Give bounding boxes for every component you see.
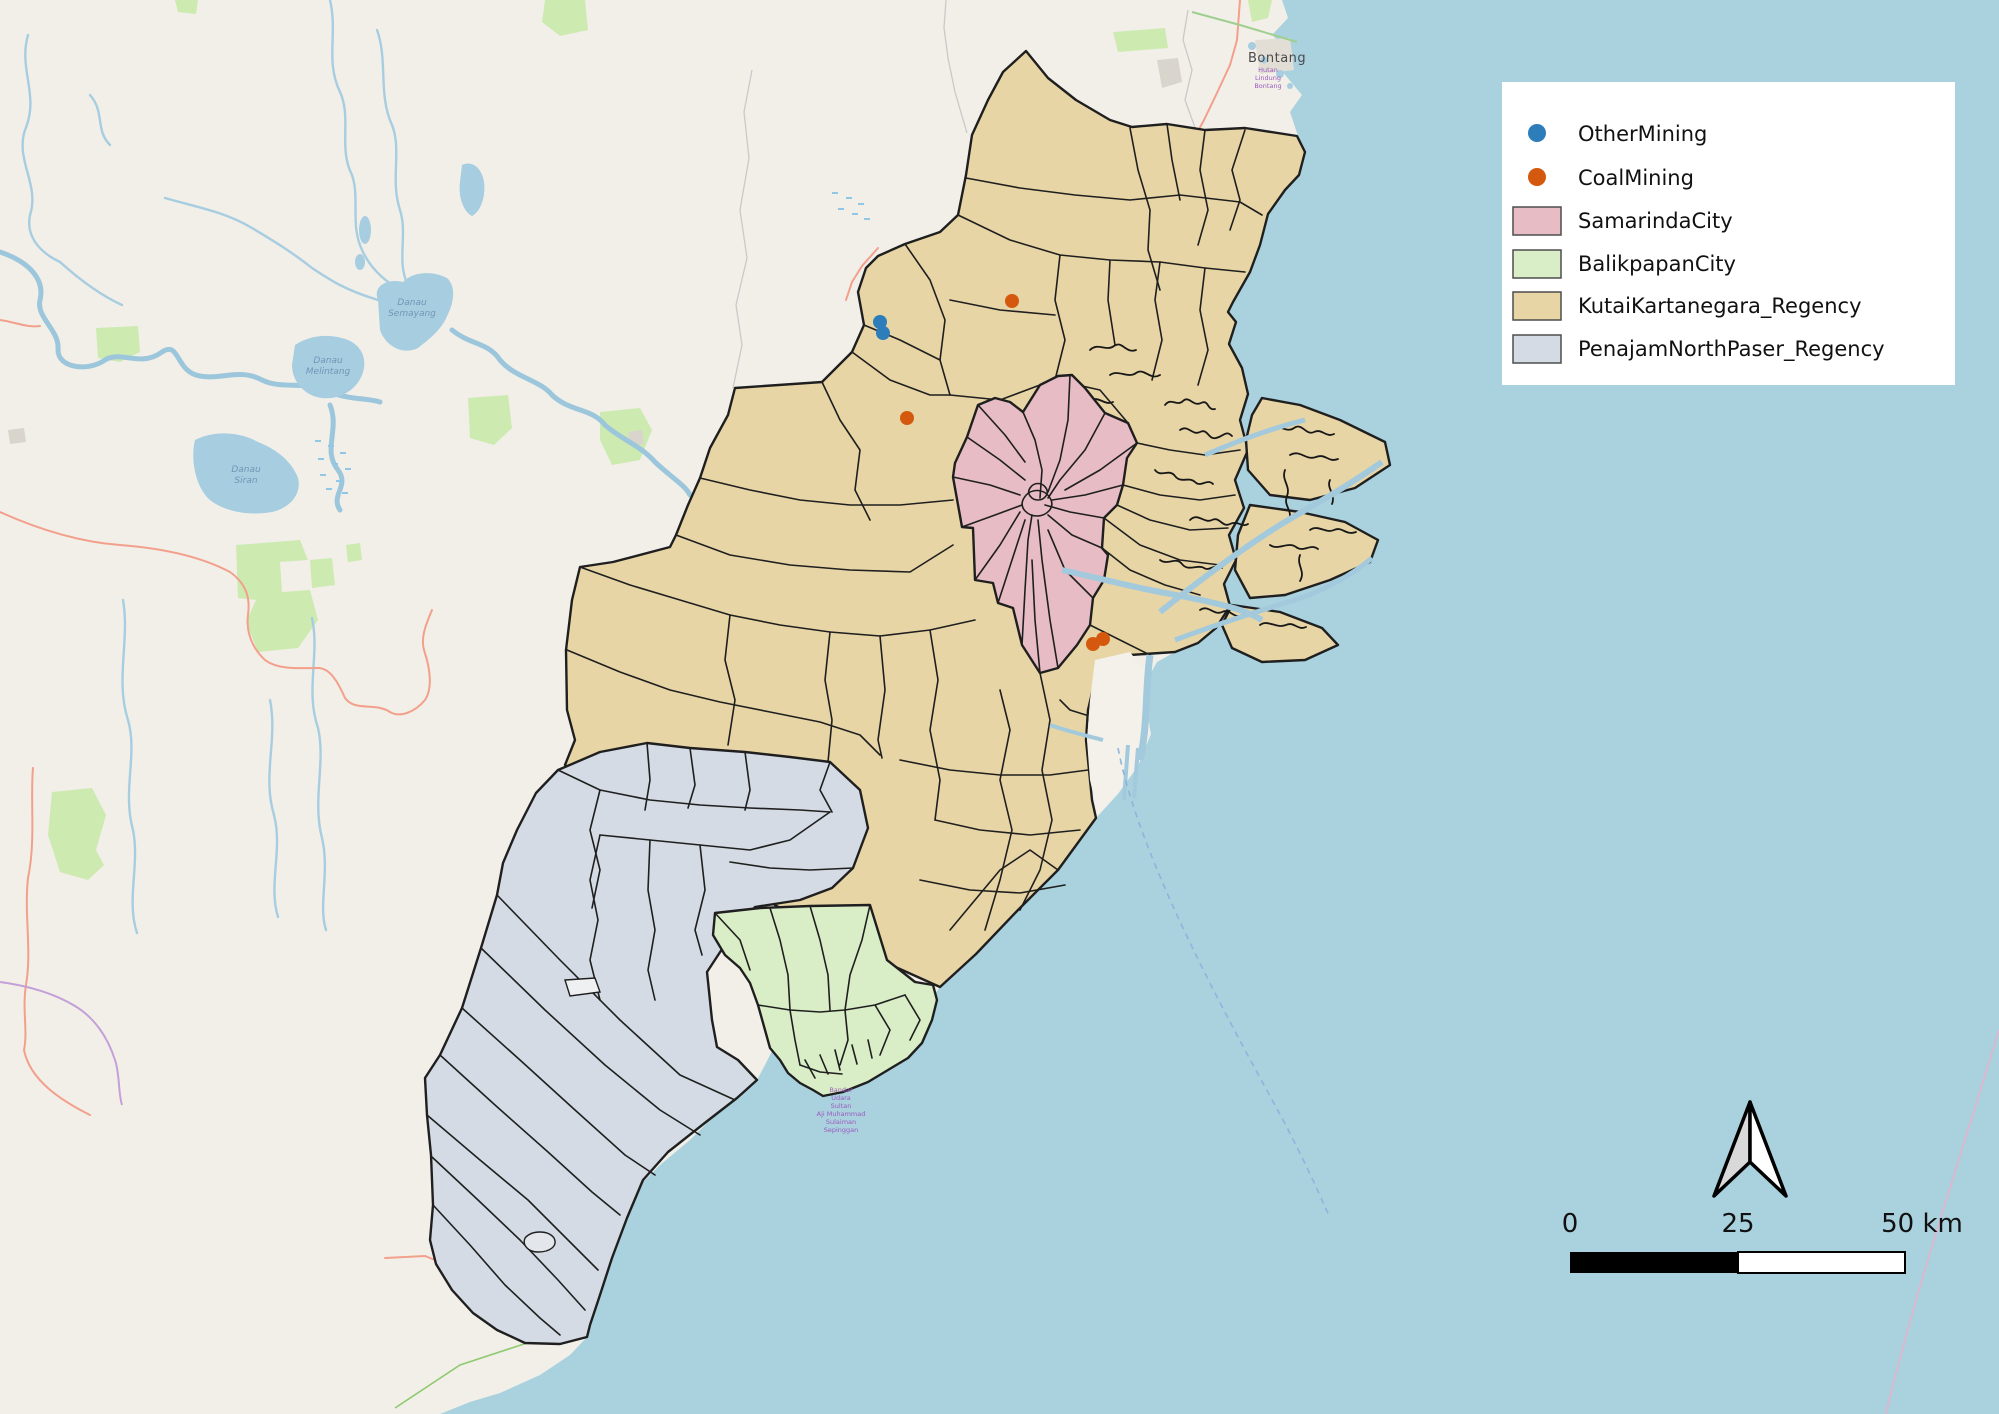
svg-text:Sepinggan: Sepinggan xyxy=(824,1126,859,1134)
rivers-over-regions xyxy=(1049,417,1384,801)
coal-mining-point xyxy=(1096,632,1110,646)
coal-mining-point xyxy=(900,411,914,425)
river-mouth-land xyxy=(1087,652,1148,815)
other-mining-point xyxy=(876,326,890,340)
lake-siran xyxy=(193,433,299,514)
north-arrow-icon xyxy=(1712,1100,1788,1198)
other-mining-legend-icon xyxy=(1528,124,1546,142)
legend-item-label: PenajamNorthPaser_Regency xyxy=(1578,337,1885,362)
coal-mining-points xyxy=(900,294,1110,651)
kutai-swatch xyxy=(1512,291,1562,321)
balikpapan-swatch xyxy=(1512,249,1562,279)
legend-item-label: BalikpapanCity xyxy=(1578,252,1736,276)
marsh-pattern xyxy=(315,192,870,494)
samarinda-swatch xyxy=(1512,206,1562,236)
other-mining-point xyxy=(873,315,887,329)
bontang-sub-1: Hutan xyxy=(1258,66,1278,74)
kutai-subdistrict-lines xyxy=(566,123,1263,931)
legend-box xyxy=(1502,82,1955,385)
maritime-boundary xyxy=(1885,1029,1999,1414)
scale-tick-50km: 50 km xyxy=(1881,1209,1963,1239)
samarinda-subdistrict-lines xyxy=(952,374,1138,674)
basemap-labels: Bontang Hutan Lindung Bontang Danau Sema… xyxy=(231,51,1306,1134)
legend-item-kutai: KutaiKartanegara_Regency xyxy=(1512,291,1862,321)
legend-item-penajam: PenajamNorthPaser_Regency xyxy=(1512,334,1885,364)
legend: OtherMining CoalMining SamarindaCity Bal… xyxy=(1502,82,1955,385)
svg-text:Bandar: Bandar xyxy=(829,1086,853,1094)
legend-item-coal-mining: CoalMining xyxy=(1528,166,1694,190)
region-samarinda xyxy=(951,373,1139,675)
scale-tick-0: 0 xyxy=(1562,1209,1579,1239)
legend-item-label: SamarindaCity xyxy=(1578,209,1733,233)
balikpapan-outline xyxy=(711,903,939,1098)
svg-text:Sultan: Sultan xyxy=(831,1102,852,1110)
scale-bar-white-segment xyxy=(1737,1251,1906,1274)
legend-item-label: OtherMining xyxy=(1578,122,1707,146)
lake-melintang xyxy=(292,335,365,399)
penajam-swatch xyxy=(1512,334,1562,364)
legend-item-balikpapan: BalikpapanCity xyxy=(1512,249,1736,279)
legend-item-samarinda: SamarindaCity xyxy=(1512,206,1733,236)
bontang-label: Bontang xyxy=(1248,51,1306,66)
airport-label: Bandar Udara Sultan Aji Muhammad Sulaima… xyxy=(817,1086,866,1134)
lake-melintang-label-1: Danau xyxy=(313,356,343,366)
lake-siran-label-2: Siran xyxy=(234,476,257,486)
region-balikpapan xyxy=(711,903,939,1098)
lakes xyxy=(193,42,1293,514)
bontang-sub-2: Lindung xyxy=(1255,74,1281,82)
svg-text:Aji Muhammad: Aji Muhammad xyxy=(817,1110,866,1118)
coal-mining-legend-icon xyxy=(1528,168,1546,186)
lake-semayang-label-2: Semayang xyxy=(388,309,436,319)
penajam-enclave-2 xyxy=(523,1231,556,1253)
balikpapan-subdistrict-lines xyxy=(714,904,921,1079)
other-mining-points xyxy=(873,315,890,340)
basemap-boundaries xyxy=(0,0,1298,1409)
lake-semayang-label-1: Danau xyxy=(397,298,427,308)
lake-semayang xyxy=(376,273,454,351)
coal-mining-point xyxy=(1005,294,1019,308)
ferry-route xyxy=(1117,747,1331,1219)
region-penajam-north-paser xyxy=(423,741,870,1346)
scale-bar-black-segment xyxy=(1570,1252,1738,1273)
lake-siran-label-1: Danau xyxy=(231,465,261,475)
svg-text:Udara: Udara xyxy=(831,1094,851,1102)
penajam-enclave xyxy=(564,977,601,997)
legend-item-label: CoalMining xyxy=(1578,166,1694,190)
scale-bar: 0 25 50 km xyxy=(1562,1209,1963,1274)
mining-layer xyxy=(873,294,1110,651)
svg-text:Sulaiman: Sulaiman xyxy=(826,1118,856,1126)
regions xyxy=(423,49,1999,1414)
delta-texture xyxy=(1064,343,1357,629)
legend-item-label: KutaiKartanegara_Regency xyxy=(1578,294,1862,319)
penajam-subdistrict-lines xyxy=(426,742,854,1336)
scale-tick-25: 25 xyxy=(1721,1209,1754,1239)
bontang-sub-3: Bontang xyxy=(1254,82,1281,90)
lake-melintang-label-2: Melintang xyxy=(306,367,351,377)
legend-item-other-mining: OtherMining xyxy=(1528,122,1707,146)
